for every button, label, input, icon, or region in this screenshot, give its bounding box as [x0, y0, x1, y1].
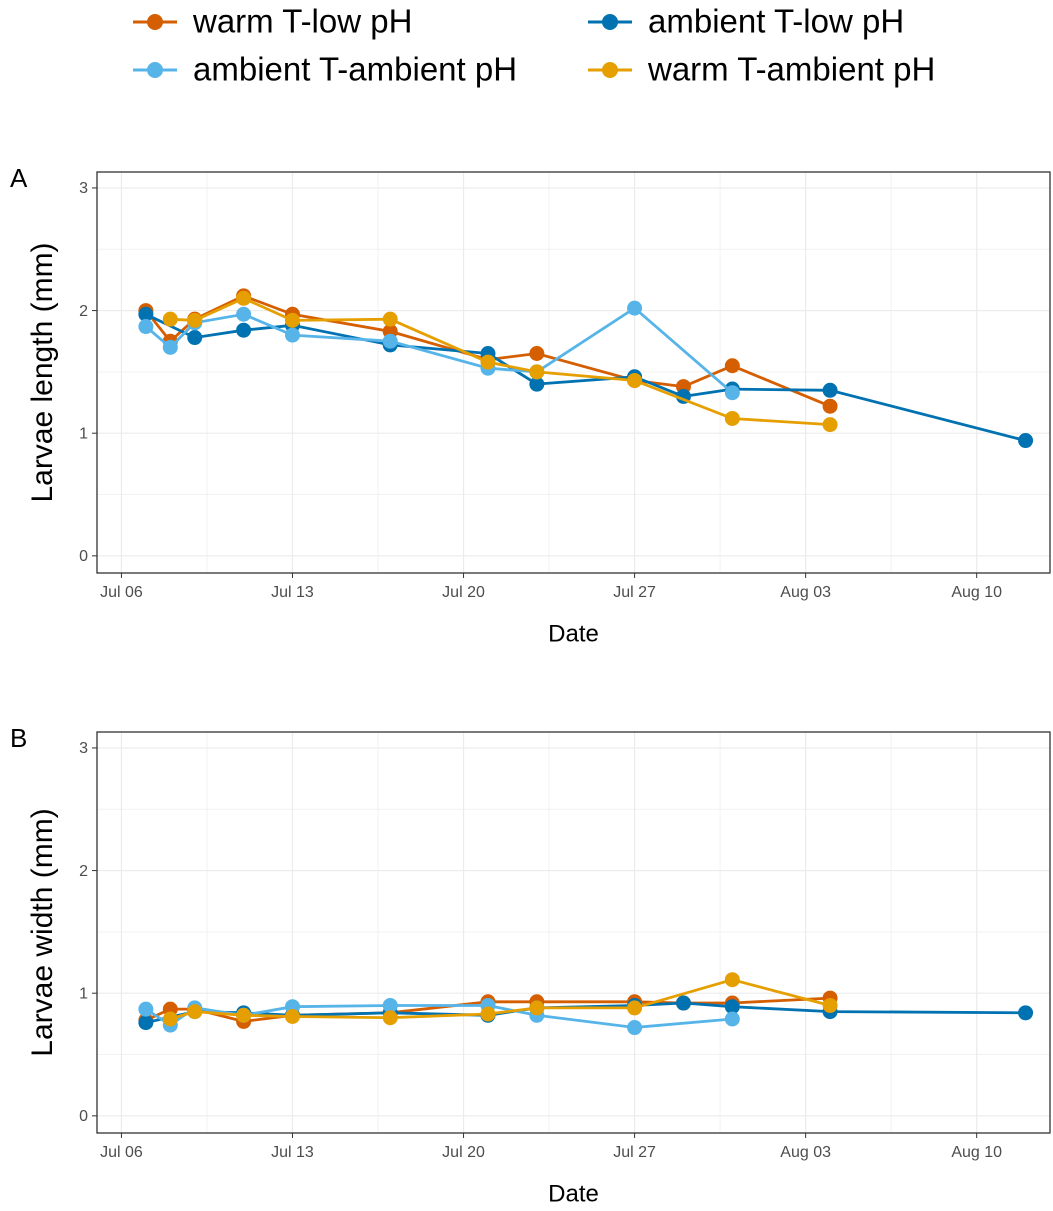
data-point	[382, 333, 398, 349]
x-tick-label: Jul 20	[442, 1144, 485, 1161]
x-axis-label: Date	[548, 1180, 599, 1207]
data-point	[187, 330, 203, 346]
data-point	[529, 1000, 545, 1016]
data-point	[724, 358, 740, 374]
data-point	[138, 306, 154, 322]
x-tick-label: Aug 03	[780, 584, 831, 601]
data-point	[529, 376, 545, 392]
x-tick-label: Jul 20	[442, 584, 485, 601]
panel-background	[97, 172, 1050, 573]
y-axis-label: Larvae length (mm)	[26, 242, 59, 502]
data-point	[1018, 1005, 1034, 1021]
data-point	[724, 410, 740, 426]
data-point	[627, 372, 643, 388]
x-tick-label: Aug 10	[951, 1144, 1002, 1161]
panel	[97, 172, 1050, 573]
data-point	[724, 972, 740, 988]
data-point	[822, 398, 838, 414]
y-tick-label: 2	[79, 303, 88, 320]
data-point	[284, 327, 300, 343]
data-point	[236, 306, 252, 322]
y-axis-label: Larvae width (mm)	[26, 808, 59, 1056]
legend-marker	[147, 62, 163, 78]
y-tick-label: 1	[79, 425, 88, 442]
y-tick-label: 0	[79, 548, 88, 565]
data-point	[627, 1000, 643, 1016]
data-point	[1018, 433, 1034, 449]
series-line	[170, 296, 831, 426]
panel-border	[96, 171, 1051, 574]
data-point	[822, 382, 838, 398]
legend-label: warm T-low pH	[192, 3, 412, 40]
x-tick-label: Jul 13	[271, 1144, 314, 1161]
data-point	[724, 999, 740, 1015]
data-point	[187, 312, 203, 328]
data-point	[284, 312, 300, 328]
x-tick-label: Jul 27	[613, 1144, 656, 1161]
data-point	[138, 1015, 154, 1031]
panel	[97, 732, 1050, 1133]
data-point	[627, 1020, 643, 1036]
series-line	[169, 978, 831, 1021]
y-tick-label: 3	[79, 180, 88, 197]
panel-letter: A	[10, 163, 28, 193]
x-tick-label: Aug 03	[780, 1144, 831, 1161]
data-point	[724, 385, 740, 401]
data-point	[529, 345, 545, 361]
data-point	[138, 1001, 154, 1017]
data-point	[529, 364, 545, 380]
x-axis-label: Date	[548, 620, 599, 647]
y-tick-label: 3	[79, 740, 88, 757]
data-point	[187, 1004, 203, 1020]
panel-background	[97, 732, 1050, 1133]
legend-marker	[602, 14, 618, 30]
data-point	[162, 311, 178, 327]
legend-label: ambient T-ambient pH	[193, 51, 517, 88]
x-tick-label: Jul 06	[100, 1144, 143, 1161]
x-tick-label: Jul 13	[271, 584, 314, 601]
data-point	[162, 339, 178, 355]
data-point	[236, 290, 252, 306]
y-tick-label: 1	[79, 985, 88, 1002]
legend-label: ambient T-low pH	[648, 3, 904, 40]
data-point	[675, 995, 691, 1011]
series-line	[144, 306, 734, 394]
data-point	[822, 997, 838, 1013]
x-tick-label: Jul 27	[613, 584, 656, 601]
data-point	[822, 417, 838, 433]
data-point	[236, 1007, 252, 1023]
panel-border	[96, 731, 1051, 1134]
data-point	[236, 322, 252, 338]
data-point	[724, 1011, 740, 1027]
data-point	[627, 300, 643, 316]
panel-letter: B	[10, 723, 27, 753]
legend-label: warm T-ambient pH	[647, 51, 935, 88]
x-tick-label: Jul 06	[100, 584, 143, 601]
data-point	[480, 1006, 496, 1022]
y-tick-label: 2	[79, 863, 88, 880]
legend-marker	[147, 14, 163, 30]
data-point	[382, 311, 398, 327]
data-point	[382, 1010, 398, 1026]
x-tick-label: Aug 10	[951, 584, 1002, 601]
data-point	[138, 319, 154, 335]
y-tick-label: 0	[79, 1108, 88, 1125]
data-point	[162, 1011, 178, 1027]
legend-marker	[602, 62, 618, 78]
data-point	[480, 354, 496, 370]
data-point	[284, 1009, 300, 1025]
data-point	[382, 997, 398, 1013]
